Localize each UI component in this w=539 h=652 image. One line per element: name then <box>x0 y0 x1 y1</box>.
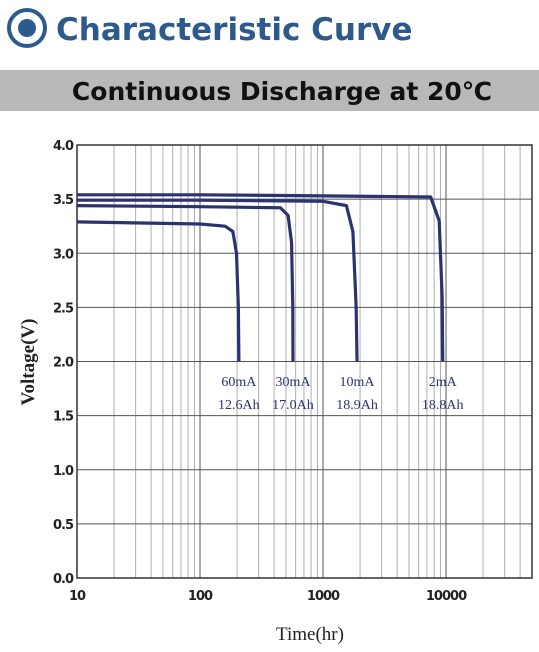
x-tick-label: 10 <box>69 589 86 604</box>
title-icon-dot <box>18 19 36 37</box>
series-capacity-label: 18.8Ah <box>422 398 464 413</box>
subtitle-band <box>0 70 539 111</box>
y-tick-label: 4.0 <box>53 139 74 154</box>
x-tick-label: 1000 <box>307 589 340 604</box>
series-capacity-label: 17.0Ah <box>272 398 314 413</box>
y-tick-label: 0.5 <box>53 518 74 533</box>
data-line <box>77 193 445 362</box>
series-capacity-label: 12.6Ah <box>218 398 260 413</box>
series-label: 2mA <box>429 375 458 390</box>
data-line <box>76 220 241 362</box>
chart-subtitle: Continuous Discharge at 20℃ <box>72 77 492 106</box>
y-tick-label: 1.0 <box>53 464 74 479</box>
y-tick-label: 1.5 <box>53 410 74 425</box>
x-tick-label: 10000 <box>426 589 467 604</box>
y-tick-label: 3.5 <box>53 193 74 208</box>
y-axis-label: Voltage(V) <box>18 319 39 406</box>
series-capacity-label: 18.9Ah <box>336 398 378 413</box>
x-tick-label: 100 <box>188 589 213 604</box>
series-label: 60mA <box>221 375 257 390</box>
x-axis-label: Time(hr) <box>276 624 344 645</box>
y-tick-label: 2.0 <box>53 356 74 371</box>
y-tick-label: 0.0 <box>53 572 74 587</box>
series-label: 10mA <box>340 375 376 390</box>
y-tick-label: 3.0 <box>53 247 74 262</box>
series-label: 30mA <box>275 375 311 390</box>
data-line <box>76 204 295 362</box>
y-tick-label: 2.5 <box>53 301 74 316</box>
title-icon-ring <box>7 8 47 48</box>
data-line <box>77 198 359 362</box>
plot-frame <box>76 144 533 579</box>
chart-title: Characteristic Curve <box>56 12 413 48</box>
